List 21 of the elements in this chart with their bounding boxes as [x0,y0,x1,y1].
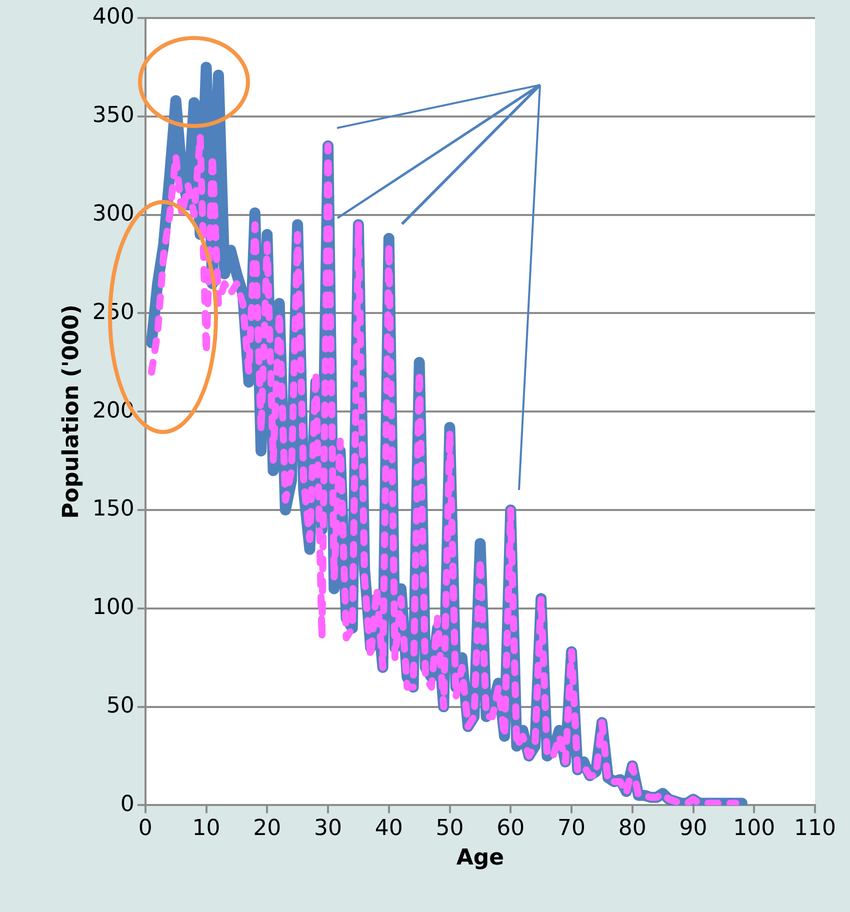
y-tick-label: 150 [92,496,134,522]
y-tick-label: 50 [106,694,134,719]
x-axis-title: Age [456,846,504,871]
x-tick-label: 20 [253,816,282,842]
x-tick-label: 80 [618,816,646,842]
x-tick-label: 30 [314,816,342,842]
x-tick-label: 10 [192,816,220,842]
x-tick-label: 100 [733,816,776,842]
y-tick-label: 300 [92,202,134,227]
y-axis-title: Population ('000) [58,304,84,519]
x-tick-label: 90 [679,816,708,842]
y-tick-label: 0 [120,792,134,817]
x-tick-label: 0 [138,816,152,842]
y-tick-label: 100 [92,595,134,620]
x-tick-label: 110 [794,816,836,842]
x-tick-label: 70 [558,816,586,842]
x-tick-label: 60 [496,816,525,842]
x-tick-label: 50 [436,816,464,842]
x-tick-label: 40 [374,816,403,842]
y-tick-label: 350 [92,103,134,128]
y-tick-label: 400 [92,4,134,30]
